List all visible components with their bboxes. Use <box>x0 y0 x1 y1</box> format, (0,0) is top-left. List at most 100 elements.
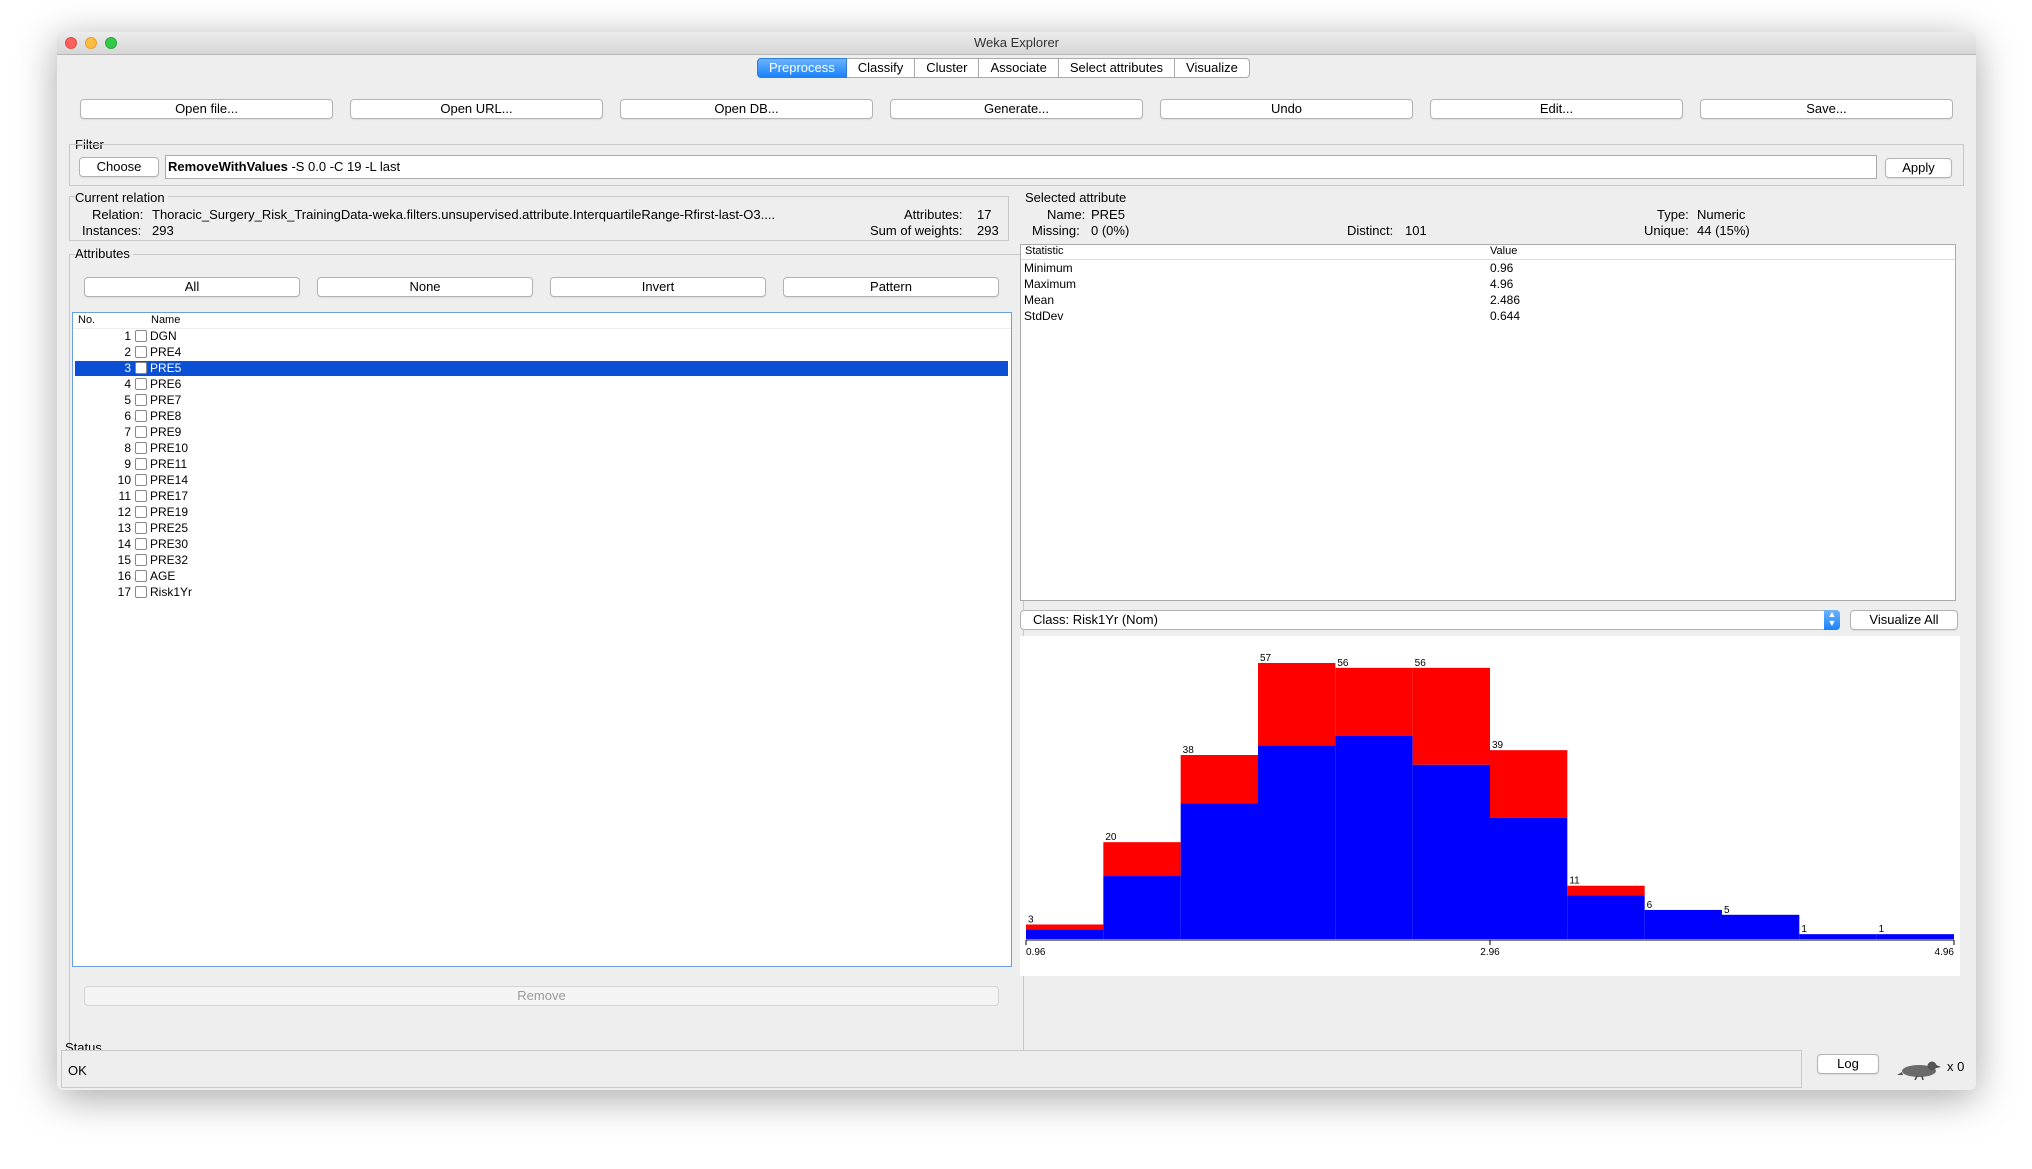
task-count: x 0 <box>1947 1059 1965 1074</box>
attr-missing-label: Missing: <box>1032 223 1080 238</box>
attr-type-label: Type: <box>1657 207 1689 222</box>
attribute-list[interactable]: No. Name 1 DGN 2 PRE4 3 PRE5 4 PRE6 5 PRE7 6 PRE8 7 P… <box>72 312 1012 967</box>
class-selector[interactable]: Class: Risk1Yr (Nom) ▲ ▼ <box>1020 610 1840 630</box>
visualize-all-button[interactable]: Visualize All <box>1850 610 1958 630</box>
attribute-number: 2 <box>124 345 131 359</box>
attribute-row[interactable]: 9 PRE11 <box>75 457 1008 472</box>
tab-preprocess[interactable]: Preprocess <box>757 58 847 78</box>
col-value-header[interactable]: Value <box>1490 245 1518 257</box>
attribute-name: PRE9 <box>150 425 182 439</box>
generate-button[interactable]: Generate... <box>890 99 1143 119</box>
histogram-count-label: 39 <box>1492 740 1504 751</box>
choose-filter-button[interactable]: Choose <box>79 157 159 177</box>
histogram-bar-segment <box>1876 934 1954 939</box>
attribute-row[interactable]: 16 AGE <box>75 569 1008 584</box>
attribute-checkbox[interactable] <box>135 362 147 374</box>
attribute-checkbox[interactable] <box>135 490 147 502</box>
statistics-row[interactable]: Mean 2.486 <box>1024 293 1944 308</box>
col-statistic-header[interactable]: Statistic <box>1025 245 1064 257</box>
attribute-checkbox[interactable] <box>135 474 147 486</box>
attribute-row[interactable]: 6 PRE8 <box>75 409 1008 424</box>
open-db-button[interactable]: Open DB... <box>620 99 873 119</box>
close-window-button[interactable] <box>65 37 77 49</box>
attribute-checkbox[interactable] <box>135 586 147 598</box>
histogram-count-label: 56 <box>1337 658 1349 669</box>
pattern-button[interactable]: Pattern <box>783 277 999 297</box>
col-no-header[interactable]: No. <box>78 314 96 326</box>
edit-button[interactable]: Edit... <box>1430 99 1683 119</box>
current-relation-group <box>69 196 1009 241</box>
attribute-row[interactable]: 17 Risk1Yr <box>75 585 1008 600</box>
attribute-row[interactable]: 10 PRE14 <box>75 473 1008 488</box>
attribute-checkbox[interactable] <box>135 426 147 438</box>
tab-select-attributes[interactable]: Select attributes <box>1058 58 1176 78</box>
histogram-bar-segment <box>1567 885 1645 896</box>
attribute-row[interactable]: 7 PRE9 <box>75 425 1008 440</box>
attribute-row[interactable]: 2 PRE4 <box>75 345 1008 360</box>
attribute-row[interactable]: 12 PRE19 <box>75 505 1008 520</box>
attribute-name: PRE25 <box>150 521 189 535</box>
attribute-row[interactable]: 14 PRE30 <box>75 537 1008 552</box>
tab-classify[interactable]: Classify <box>846 58 916 78</box>
statistic-value: 0.644 <box>1490 309 1521 323</box>
weka-explorer-window: Weka Explorer Preprocess Classify Cluste… <box>57 32 1976 1090</box>
minimize-window-button[interactable] <box>85 37 97 49</box>
attribute-row[interactable]: 13 PRE25 <box>75 521 1008 536</box>
log-button[interactable]: Log <box>1817 1054 1879 1074</box>
histogram-tick-label: 0.96 <box>1026 947 1046 958</box>
attribute-row[interactable]: 3 PRE5 <box>75 361 1008 376</box>
attribute-row[interactable]: 5 PRE7 <box>75 393 1008 408</box>
attribute-checkbox[interactable] <box>135 394 147 406</box>
statistics-table[interactable]: Statistic Value Minimum 0.96 Maximum 4.96 Me… <box>1020 244 1956 601</box>
statistics-row[interactable]: Maximum 4.96 <box>1024 277 1944 292</box>
tab-associate[interactable]: Associate <box>979 58 1059 78</box>
attribute-checkbox[interactable] <box>135 538 147 550</box>
attribute-name: PRE4 <box>150 345 182 359</box>
save-button[interactable]: Save... <box>1700 99 1953 119</box>
open-url-button[interactable]: Open URL... <box>350 99 603 119</box>
attribute-checkbox[interactable] <box>135 522 147 534</box>
tab-visualize[interactable]: Visualize <box>1175 58 1250 78</box>
invert-selection-button[interactable]: Invert <box>550 277 766 297</box>
updown-chevron-icon: ▲ ▼ <box>1824 610 1840 630</box>
weka-bird-icon[interactable] <box>1897 1056 1941 1083</box>
attribute-checkbox[interactable] <box>135 330 147 342</box>
filter-name: RemoveWithValues <box>168 159 288 174</box>
attribute-checkbox[interactable] <box>135 506 147 518</box>
main-tabs: Preprocess Classify Cluster Associate Se… <box>757 58 1250 78</box>
open-file-button[interactable]: Open file... <box>80 99 333 119</box>
attribute-row[interactable]: 1 DGN <box>75 329 1008 344</box>
attribute-row[interactable]: 11 PRE17 <box>75 489 1008 504</box>
attr-missing-value: 0 (0%) <box>1091 223 1130 238</box>
statistics-row[interactable]: StdDev 0.644 <box>1024 309 1944 324</box>
attribute-name: PRE14 <box>150 473 189 487</box>
apply-filter-button[interactable]: Apply <box>1885 158 1952 178</box>
attribute-row[interactable]: 15 PRE32 <box>75 553 1008 568</box>
zoom-window-button[interactable] <box>105 37 117 49</box>
attribute-checkbox[interactable] <box>135 346 147 358</box>
attribute-row[interactable]: 4 PRE6 <box>75 377 1008 392</box>
attribute-checkbox[interactable] <box>135 442 147 454</box>
attribute-checkbox[interactable] <box>135 410 147 422</box>
histogram-bar-segment <box>1026 929 1104 939</box>
tab-cluster[interactable]: Cluster <box>915 58 980 78</box>
filter-field[interactable]: RemoveWithValues -S 0.0 -C 19 -L last <box>165 155 1877 179</box>
attribute-row[interactable]: 8 PRE10 <box>75 441 1008 456</box>
histogram-bar-segment <box>1335 735 1413 939</box>
attribute-checkbox[interactable] <box>135 458 147 470</box>
select-all-button[interactable]: All <box>84 277 300 297</box>
attributes-label: Attributes <box>75 246 133 261</box>
undo-button[interactable]: Undo <box>1160 99 1413 119</box>
attribute-checkbox[interactable] <box>135 570 147 582</box>
remove-attributes-button[interactable]: Remove <box>84 986 999 1006</box>
select-none-button[interactable]: None <box>317 277 533 297</box>
attribute-name: PRE10 <box>150 441 189 455</box>
histogram-bar-segment <box>1490 750 1568 818</box>
col-name-header[interactable]: Name <box>151 314 181 326</box>
attribute-name: PRE7 <box>150 393 182 407</box>
statistics-row[interactable]: Minimum 0.96 <box>1024 261 1944 276</box>
statistic-name: StdDev <box>1024 309 1064 323</box>
attribute-checkbox[interactable] <box>135 378 147 390</box>
attribute-checkbox[interactable] <box>135 554 147 566</box>
